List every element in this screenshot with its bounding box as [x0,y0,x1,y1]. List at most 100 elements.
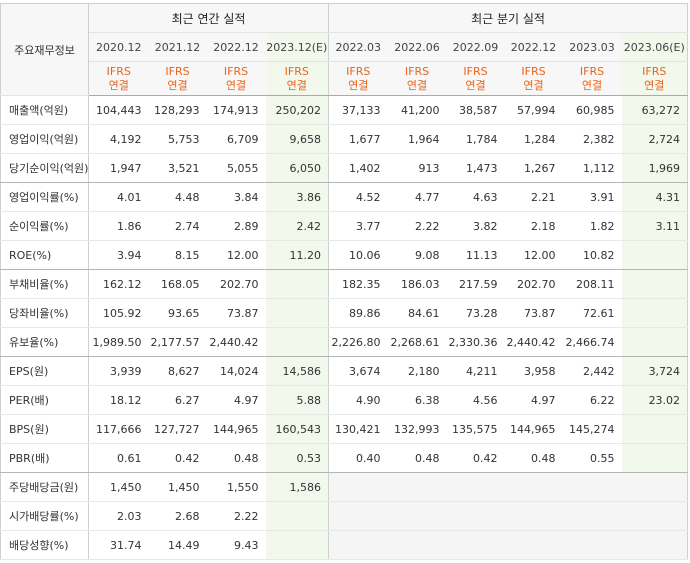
table-cell: 0.48 [504,443,563,473]
standard-line1: IFRS [165,64,190,78]
row-label: 영업이익(억원) [0,124,89,154]
table-cell: 1,473 [446,153,505,183]
table-cell [621,414,689,444]
standard-line1: IFRS [521,64,546,78]
table-cell [446,501,505,531]
period-label: 2022.06 [394,40,440,54]
table-row: 유보율(%) 1,989.50 2,177.57 2,440.42 2,226.80 2,… [0,327,689,357]
period-label: 2022.03 [335,40,382,54]
table-cell: 4.63 [446,182,505,212]
table-cell: 4.90 [328,385,388,415]
table-cell: 2.22 [387,211,447,241]
table-cell: 23.02 [621,385,689,415]
table-cell: 0.53 [265,443,329,473]
table-cell [621,501,689,531]
table-cell: 37,133 [328,95,388,125]
table-cell: 8.15 [148,240,207,270]
row-label: ROE(%) [0,240,89,270]
table-cell: 1,284 [504,124,563,154]
period-header-annual-3: 2023.12(E) [265,32,329,62]
table-cell: 4.48 [148,182,207,212]
table-cell: 6,050 [265,153,329,183]
row-label: PER(배) [0,385,89,415]
table-cell: 6.27 [148,385,207,415]
table-cell [562,472,622,502]
table-cell: 1,267 [504,153,563,183]
table-cell: 8,627 [148,356,207,386]
table-cell: 217.59 [446,269,505,299]
table-cell: 3,674 [328,356,388,386]
period-header-annual-1: 2021.12 [148,32,207,62]
table-cell: 0.42 [148,443,207,473]
table-cell [265,501,329,531]
table-cell: 2,466.74 [562,327,622,357]
table-cell: 1,989.50 [88,327,149,357]
table-cell [621,530,689,560]
table-cell: 186.03 [387,269,447,299]
table-cell: 208.11 [562,269,622,299]
table-cell: 4,211 [446,356,505,386]
table-row: EPS(원) 3,939 8,627 14,024 14,586 3,674 2,180 4,… [0,356,689,386]
standard-line1: IFRS [463,64,488,78]
table-cell: 41,200 [387,95,447,125]
row-label: 유보율(%) [0,327,89,357]
table-cell: 2,330.36 [446,327,505,357]
table-cell: 127,727 [148,414,207,444]
table-cell: 128,293 [148,95,207,125]
table-cell: 2.18 [504,211,563,241]
table-cell [265,327,329,357]
period-label: 2022.12 [213,40,259,54]
row-label: BPS(원) [0,414,89,444]
standard-header-annual-3: IFRS 연결 [265,61,329,96]
table-cell: 4.52 [328,182,388,212]
table-cell [621,298,689,328]
table-cell: 144,965 [504,414,563,444]
row-label: PBR(배) [0,443,89,473]
table-cell: 174,913 [206,95,266,125]
table-cell [446,472,505,502]
table-cell: 3,939 [88,356,149,386]
table-cell: 182.35 [328,269,388,299]
annual-group-header: 최근 연간 실적 [88,3,329,33]
row-label: 주당배당금(원) [0,472,89,502]
table-cell: 117,666 [88,414,149,444]
table-cell: 2.22 [206,501,266,531]
period-header-annual-0: 2020.12 [88,32,149,62]
table-cell: 1,947 [88,153,149,183]
standard-header-quarterly-0: IFRS 연결 [328,61,388,96]
table-cell: 1,586 [265,472,329,502]
quarterly-group-header: 최근 분기 실적 [327,3,689,33]
table-cell: 2.03 [88,501,149,531]
row-label: 시가배당률(%) [0,501,89,531]
table-cell [621,443,689,473]
period-label: 2021.12 [154,40,201,54]
row-label: 영업이익률(%) [0,182,89,212]
table-cell: 2,724 [621,124,689,154]
table-cell: 1,784 [446,124,505,154]
table-cell: 0.61 [88,443,149,473]
table-cell: 18.12 [88,385,149,415]
table-cell: 2.42 [265,211,329,241]
table-cell: 1,402 [328,153,388,183]
period-header-quarterly-1: 2022.06 [387,32,447,62]
table-cell: 4.97 [206,385,266,415]
row-label: EPS(원) [0,356,89,386]
table-cell: 1,969 [621,153,689,183]
table-cell: 14.49 [148,530,207,560]
period-label: 2020.12 [96,40,142,54]
table-cell: 132,993 [387,414,447,444]
table-cell: 1.86 [88,211,149,241]
table-cell: 38,587 [446,95,505,125]
header-group-row: 주요재무정보 최근 연간 실적 최근 분기 실적 [0,3,689,96]
table-cell: 4,192 [88,124,149,154]
period-header-row: 2020.12 2021.12 2022.12 2023.12(E) 2022.03 20… [1,32,689,62]
table-cell: 12.00 [504,240,563,270]
table-cell [621,472,689,502]
table-cell: 9.08 [387,240,447,270]
table-cell: 4.01 [88,182,149,212]
row-label: 당기순이익(억원) [0,153,89,183]
table-cell: 3,958 [504,356,563,386]
table-cell: 0.42 [446,443,505,473]
table-cell: 2,382 [562,124,622,154]
table-row: PBR(배) 0.61 0.42 0.48 0.53 0.40 0.48 0.42 0.48 0.… [0,443,689,473]
